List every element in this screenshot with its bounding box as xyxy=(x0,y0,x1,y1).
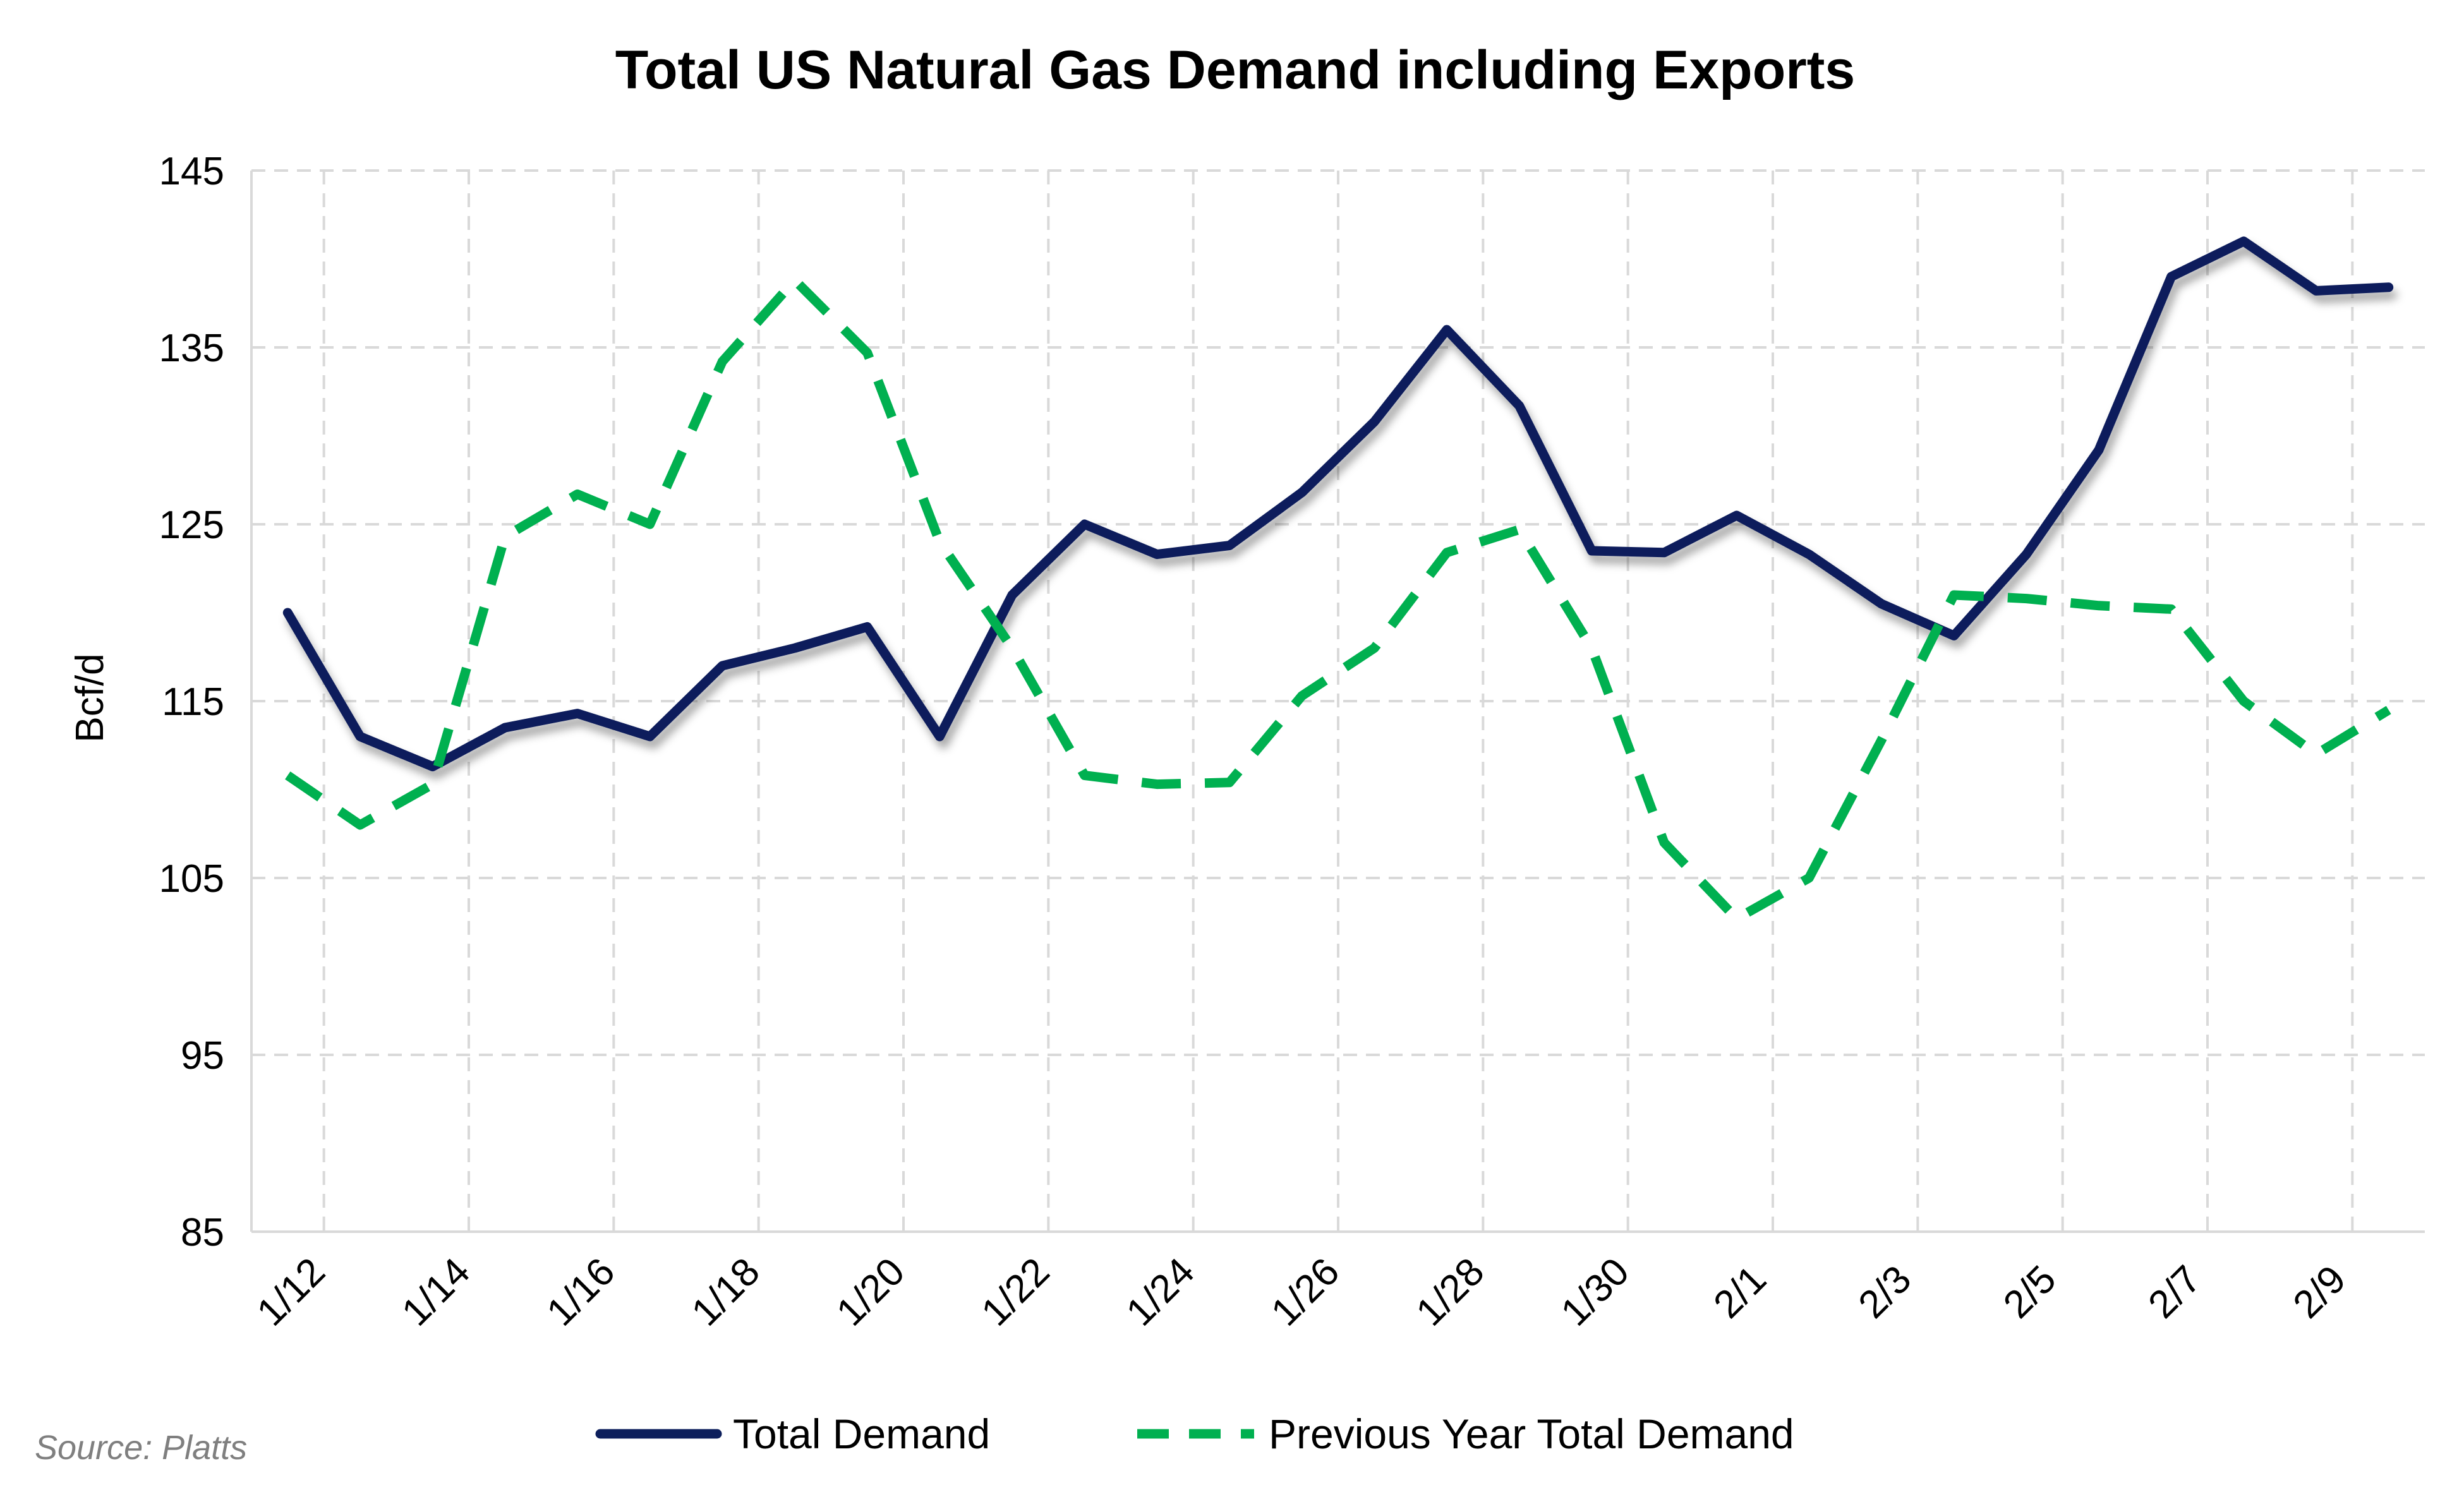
x-tick-label: 2/9 xyxy=(2285,1258,2355,1327)
x-tick-label: 1/28 xyxy=(1408,1249,1492,1334)
x-tick-label: 1/20 xyxy=(828,1249,913,1334)
source-note: Source: Platts xyxy=(35,1429,247,1467)
x-tick-label: 1/22 xyxy=(973,1249,1058,1334)
axes xyxy=(250,171,2425,1233)
y-tick-label: 85 xyxy=(181,1211,224,1254)
series-line-previous-year-total-demand xyxy=(285,275,2391,923)
legend-label: Total Demand xyxy=(733,1410,990,1457)
x-tick-label: 2/5 xyxy=(1995,1258,2065,1327)
legend-label: Previous Year Total Demand xyxy=(1269,1410,1794,1457)
grid xyxy=(251,169,2425,1232)
y-tick-label: 125 xyxy=(159,503,224,547)
x-tick-labels: 1/12 1/14 1/16 1/18 1/20 1/22 1/24 1/26 1/28 1/30… xyxy=(249,1249,2355,1334)
y-axis-label: Bcf/d xyxy=(68,653,112,742)
x-tick-label: 1/12 xyxy=(249,1249,334,1334)
x-tick-label: 1/26 xyxy=(1263,1249,1348,1334)
x-tick-label: 1/24 xyxy=(1118,1249,1203,1334)
chart-title: Total US Natural Gas Demand including Ex… xyxy=(615,40,1855,100)
series-lines xyxy=(282,236,2394,923)
y-tick-label: 105 xyxy=(159,857,224,901)
x-tick-label: 1/18 xyxy=(684,1249,768,1334)
y-tick-label: 135 xyxy=(159,327,224,370)
x-tick-label: 2/1 xyxy=(1705,1258,1775,1327)
y-tick-label: 115 xyxy=(162,680,224,724)
x-tick-label: 2/7 xyxy=(2140,1258,2209,1327)
y-tick-label: 145 xyxy=(159,150,224,193)
x-tick-label: 1/16 xyxy=(538,1249,623,1334)
x-tick-label: 1/14 xyxy=(394,1249,478,1334)
series-line-total-demand xyxy=(282,236,2394,772)
x-tick-label: 1/30 xyxy=(1553,1249,1638,1334)
y-tick-labels: 85 95 105 115 125 135 145 xyxy=(159,150,224,1254)
x-tick-label: 2/3 xyxy=(1851,1258,1920,1327)
legend: Total Demand Previous Year Total Demand xyxy=(595,1410,1794,1457)
y-tick-label: 95 xyxy=(181,1034,224,1078)
